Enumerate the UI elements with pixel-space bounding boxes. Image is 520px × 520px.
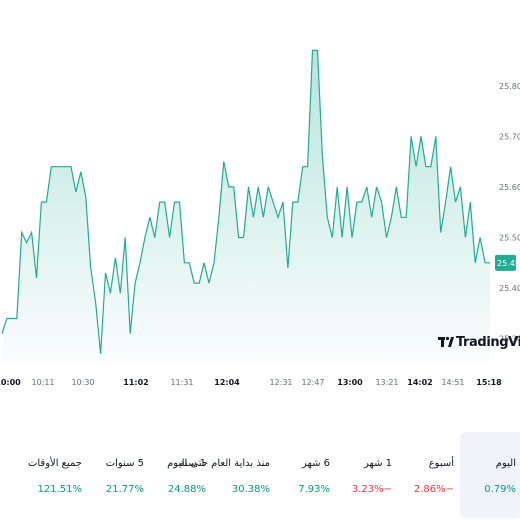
x-tick-label: 10:11 [31,378,54,387]
period-change-value: 2.86%− [413,484,454,495]
period-label: 1 سنة [179,458,206,469]
y-tick-label: 25.50 [499,234,520,243]
period-change-value: 0.79% [484,484,516,495]
x-tick-label: 10:30 [71,378,94,387]
period-tab[interactable]: 6 شهر 7.93% [274,432,336,518]
x-tick-label: 12:04 [214,378,240,387]
x-tick-label: 14:51 [441,378,464,387]
period-change-value: 121.51% [37,484,83,495]
period-tab[interactable]: اليوم 0.79% [460,432,520,518]
price-chart[interactable]: 25.80 25.70 25.60 25.50 25.40 25.30 25.45 10:0… [0,0,520,400]
price-chart-svg: 25.80 25.70 25.60 25.50 25.40 25.30 25.45 10:0… [0,49,520,387]
last-price-badge [495,254,516,271]
tradingview-logo-icon [438,336,454,347]
y-tick-label: 25.80 [499,82,520,91]
period-change-value: 21.77% [105,484,144,495]
x-tick-label: 14:02 [407,378,432,387]
price-area-fill [2,50,490,365]
period-change-value: 24.88% [167,484,206,495]
period-tab[interactable]: 5 سنوات 21.77% [88,432,150,518]
x-tick-label: 11:31 [170,378,193,387]
x-tick-label: 13:21 [375,378,398,387]
x-tick-label: 13:00 [337,378,363,387]
x-tick-label: 15:18 [476,378,502,387]
y-tick-label: 25.70 [499,132,520,141]
y-tick-label: 25.60 [499,183,520,192]
tradingview-logo-text: TradingView [456,334,520,350]
x-tick-label: 12:31 [269,378,292,387]
x-tick-label: 11:02 [123,378,148,387]
y-tick-label: 25.30 [499,335,520,344]
period-tab[interactable]: جميع الأوقات 121.51% [26,432,88,518]
period-tab[interactable]: أسبوع 2.86%− [398,432,460,518]
x-tick-label: 10:00 [0,378,21,387]
period-tab[interactable]: منذ بداية العام حتى اليوم 30.38% [167,432,276,518]
period-label: 6 شهر [301,458,330,469]
performance-periods: اليوم 0.79% أسبوع 2.86%− 1 شهر 3.23%− 6 شهر 7.9… [0,432,520,520]
period-change-value: 30.38% [231,484,270,495]
tradingview-logo: TradingView [438,332,520,352]
y-tick-label: 25.40 [499,284,520,293]
price-series-line [1,49,490,354]
period-change-value: 3.23%− [351,484,392,495]
last-price-label: 25.45 [497,259,520,268]
x-tick-label: 12:47 [301,378,324,387]
period-tab[interactable]: 1 سنة 24.88% [150,432,212,518]
period-label: اليوم [495,458,516,469]
period-label: 1 شهر [363,458,392,469]
period-tab[interactable]: 1 شهر 3.23%− [336,432,398,518]
period-label: جميع الأوقات [27,458,82,469]
period-label: أسبوع [428,458,454,469]
period-change-value: 7.93% [298,484,330,495]
period-label: منذ بداية العام حتى اليوم [167,458,270,469]
period-label: 5 سنوات [105,458,144,469]
